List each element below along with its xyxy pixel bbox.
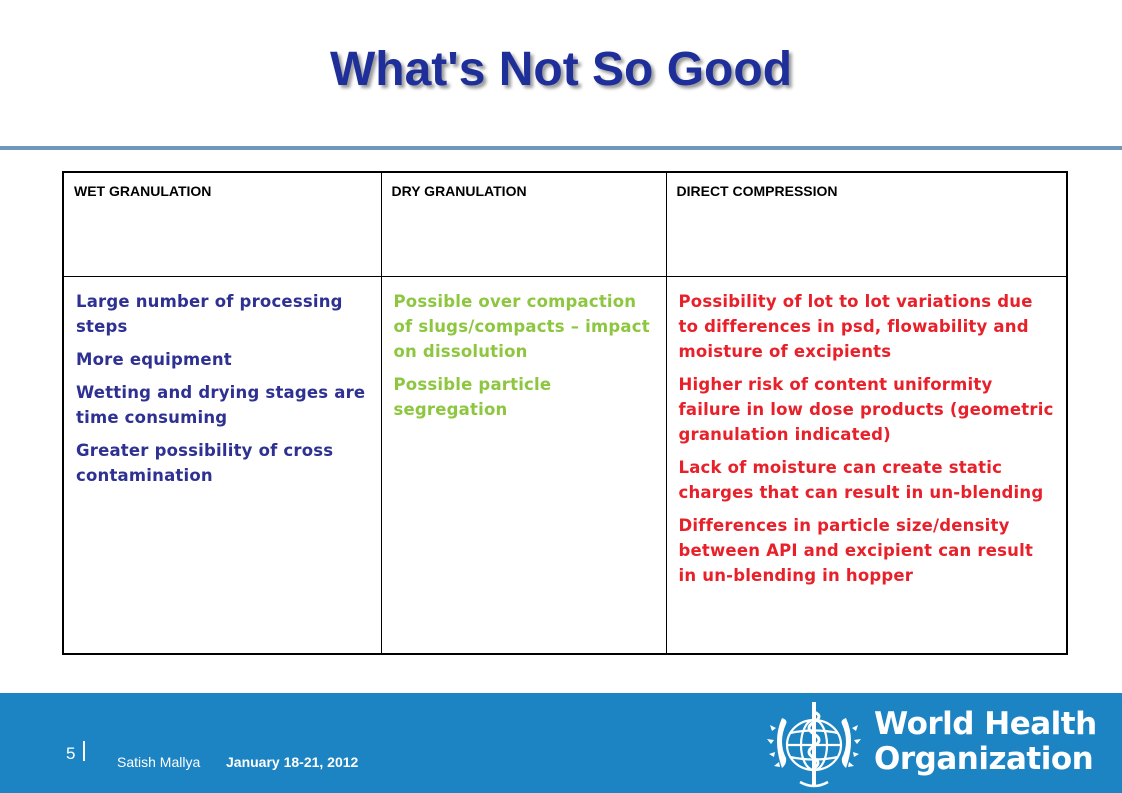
presenter-name: Satish Mallya	[117, 754, 201, 770]
list-item: Higher risk of content uniformity failur…	[678, 374, 1054, 444]
table-header-row: WET GRANULATION DRY GRANULATION DIRECT C…	[62, 171, 1068, 277]
page-number-divider	[83, 741, 85, 761]
list-item: Wetting and drying stages are time consu…	[76, 382, 366, 427]
list-item: Possible over compaction of slugs/compac…	[393, 291, 650, 361]
header-dry-granulation: DRY GRANULATION	[380, 171, 667, 277]
who-logo-text: World Health Organization	[874, 707, 1097, 777]
wet-granulation-cell: Large number of processing steps More eq…	[62, 275, 382, 655]
logo-line-2: Organization	[874, 741, 1094, 777]
list-item: Greater possibility of cross contaminati…	[76, 440, 334, 485]
list-item: Possible particle segregation	[393, 374, 552, 419]
presentation-date: January 18-21, 2012	[226, 754, 359, 770]
header-wet-granulation: WET GRANULATION	[62, 171, 382, 277]
footer-bar	[0, 693, 1122, 793]
page-number: 5	[66, 744, 76, 763]
list-item: Differences in particle size/density bet…	[678, 515, 1034, 585]
list-item: More equipment	[76, 349, 232, 369]
comparison-table: WET GRANULATION DRY GRANULATION DIRECT C…	[62, 171, 1068, 655]
header-direct-compression: DIRECT COMPRESSION	[665, 171, 1068, 277]
who-emblem-icon	[767, 702, 861, 788]
slide-title: What's Not So Good	[329, 43, 793, 96]
direct-compression-cell: Possibility of lot to lot variations due…	[665, 275, 1068, 655]
list-item: Possibility of lot to lot variations due…	[678, 291, 1033, 361]
list-item: Large number of processing steps	[76, 291, 343, 336]
dry-granulation-cell: Possible over compaction of slugs/compac…	[380, 275, 667, 655]
list-item: Lack of moisture can create static charg…	[678, 457, 1044, 502]
title-divider	[0, 146, 1122, 150]
logo-line-1: World Health	[874, 706, 1097, 742]
table-row: Large number of processing steps More eq…	[62, 275, 1068, 655]
